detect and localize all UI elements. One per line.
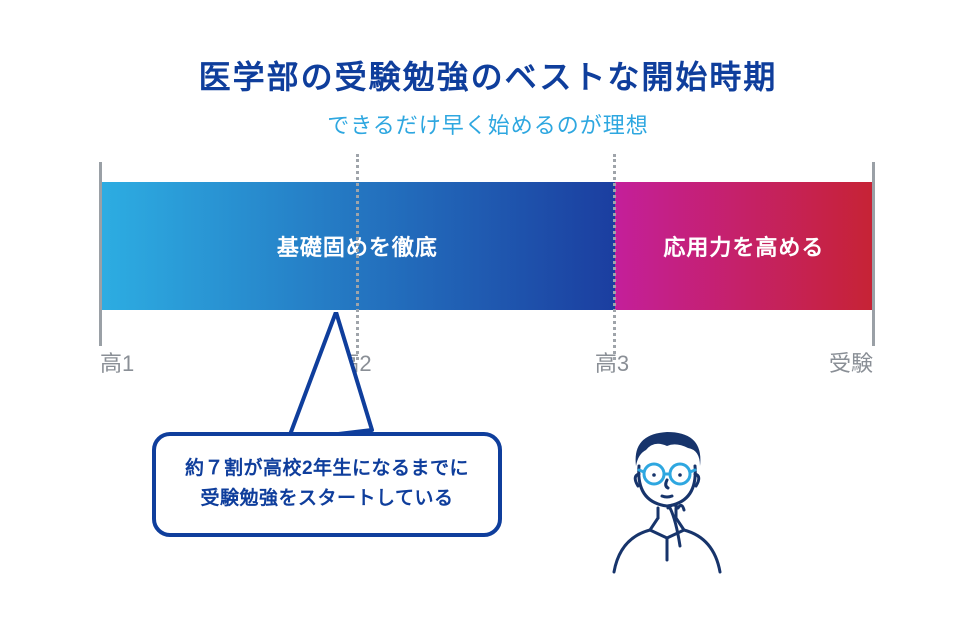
timeline-tick-label-0: 高1 — [100, 346, 134, 378]
timeline: 基礎固めを徹底応用力を高める — [100, 182, 873, 310]
thinking-student-icon — [592, 420, 742, 580]
timeline-bar: 基礎固めを徹底応用力を高める — [100, 182, 873, 310]
timeline-tick-1 — [356, 154, 359, 360]
subtitle: できるだけ早く始めるのが理想 — [0, 108, 976, 140]
timeline-tick-2 — [613, 154, 616, 360]
timeline-tick-label-1: 高2 — [337, 346, 371, 378]
timeline-segment-1: 応用力を高める — [615, 182, 873, 310]
timeline-tick-label-2: 高3 — [595, 346, 629, 378]
callout-line-1: 約７割が高校2年生になるまでに — [185, 458, 469, 479]
main-title-text: 医学部の受験勉強のベストな開始時期 — [199, 59, 778, 95]
callout-box: 約７割が高校2年生になるまでに 受験勉強をスタートしている — [152, 432, 502, 537]
subtitle-text: できるだけ早く始めるのが理想 — [327, 113, 649, 138]
main-title: 医学部の受験勉強のベストな開始時期 — [0, 52, 976, 98]
timeline-tick-label-3: 受験 — [829, 346, 873, 378]
callout-tail — [284, 312, 404, 452]
callout-line-2: 受験勉強をスタートしている — [201, 488, 454, 509]
timeline-end-cap-0 — [99, 162, 102, 346]
timeline-segment-label-1: 応用力を高める — [663, 230, 824, 262]
timeline-end-cap-3 — [872, 162, 875, 346]
